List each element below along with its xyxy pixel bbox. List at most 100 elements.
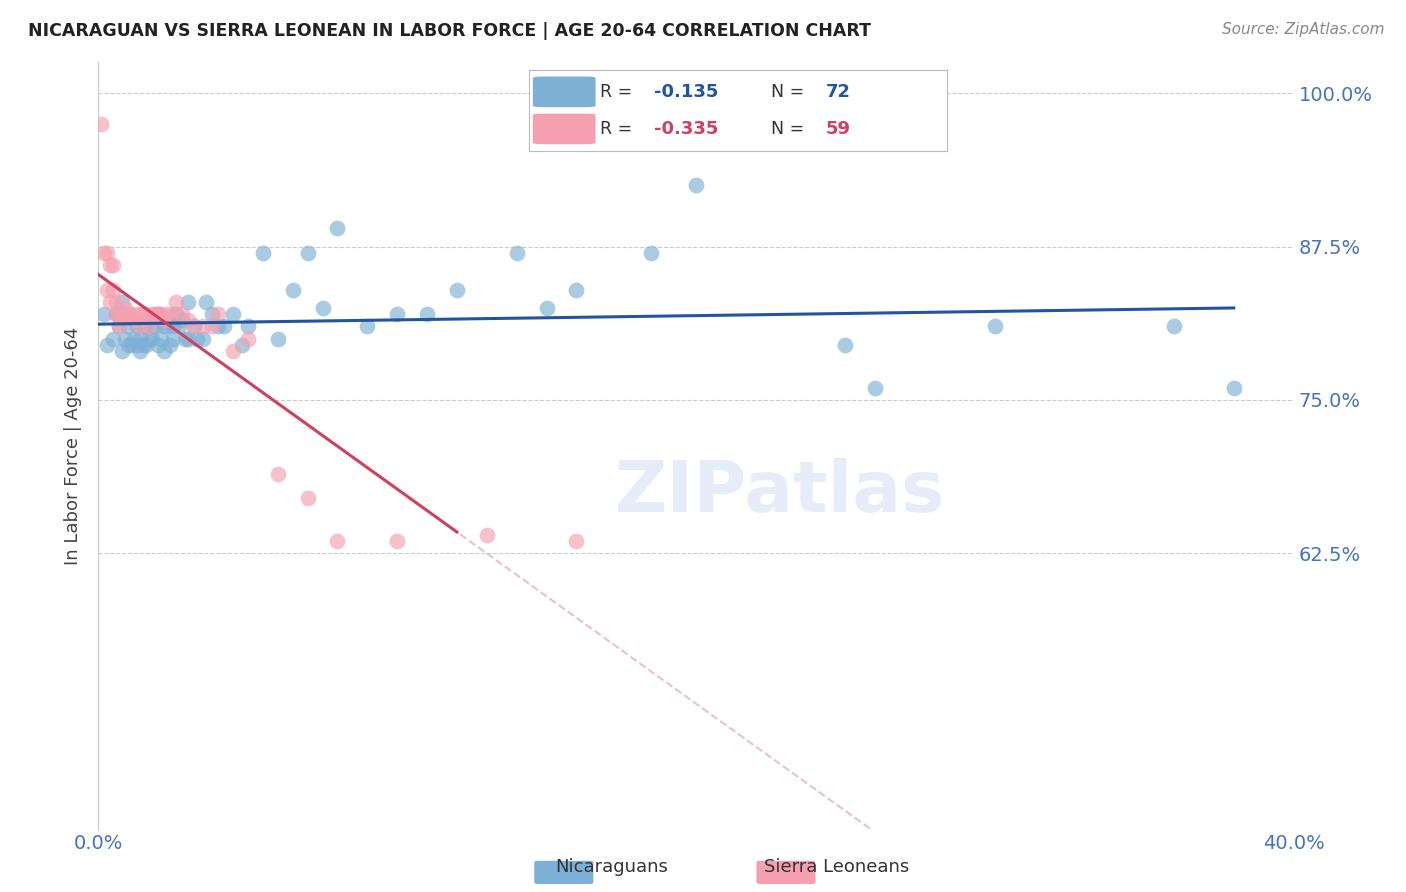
- Point: [165, 307, 187, 321]
- Point: [156, 307, 179, 321]
- Point: [536, 301, 558, 315]
- Point: [201, 319, 224, 334]
- Point: [297, 491, 319, 505]
- Point: [231, 337, 253, 351]
- Point: [191, 319, 214, 334]
- Point: [105, 307, 128, 321]
- Point: [127, 307, 149, 321]
- Point: [201, 307, 224, 321]
- Point: [141, 319, 163, 334]
- Point: [356, 319, 378, 334]
- Point: [195, 294, 218, 309]
- Point: [222, 343, 245, 358]
- Point: [127, 337, 149, 351]
- Point: [186, 332, 208, 346]
- Point: [129, 319, 152, 334]
- Point: [132, 307, 155, 321]
- Point: [167, 319, 190, 334]
- Point: [143, 319, 166, 334]
- Point: [177, 313, 200, 327]
- Point: [177, 332, 200, 346]
- Text: Source: ZipAtlas.com: Source: ZipAtlas.com: [1222, 22, 1385, 37]
- Point: [172, 313, 194, 327]
- Point: [153, 343, 176, 358]
- Point: [132, 319, 155, 334]
- Point: [150, 307, 173, 321]
- Point: [132, 337, 155, 351]
- Point: [150, 332, 173, 346]
- Point: [138, 319, 160, 334]
- Point: [120, 337, 142, 351]
- Point: [93, 245, 115, 260]
- Text: NICARAGUAN VS SIERRA LEONEAN IN LABOR FORCE | AGE 20-64 CORRELATION CHART: NICARAGUAN VS SIERRA LEONEAN IN LABOR FO…: [28, 22, 872, 40]
- Point: [416, 307, 439, 321]
- Point: [297, 245, 319, 260]
- Point: [124, 313, 146, 327]
- Point: [105, 307, 128, 321]
- Point: [565, 283, 588, 297]
- Point: [252, 245, 274, 260]
- Point: [124, 313, 146, 327]
- Point: [124, 332, 146, 346]
- Point: [114, 332, 136, 346]
- Point: [105, 294, 128, 309]
- Point: [236, 319, 259, 334]
- Point: [640, 245, 662, 260]
- Point: [153, 313, 176, 327]
- Point: [267, 332, 290, 346]
- Point: [311, 301, 333, 315]
- Point: [174, 332, 197, 346]
- Text: ZIPatlas: ZIPatlas: [614, 458, 945, 526]
- Point: [162, 332, 184, 346]
- Point: [162, 319, 184, 334]
- Point: [984, 319, 1007, 334]
- Point: [103, 283, 125, 297]
- Text: Sierra Leoneans: Sierra Leoneans: [763, 858, 910, 876]
- Point: [506, 245, 529, 260]
- Point: [96, 283, 118, 297]
- Point: [111, 294, 134, 309]
- Point: [281, 283, 304, 297]
- Point: [475, 528, 498, 542]
- Point: [183, 319, 205, 334]
- Point: [98, 258, 122, 272]
- Point: [114, 301, 136, 315]
- Point: [1223, 381, 1246, 395]
- Point: [326, 534, 349, 549]
- Point: [141, 332, 163, 346]
- Point: [135, 319, 157, 334]
- Point: [143, 307, 166, 321]
- Point: [129, 332, 152, 346]
- Point: [108, 319, 131, 334]
- Text: Nicaraguans: Nicaraguans: [555, 858, 668, 876]
- Point: [159, 337, 181, 351]
- Point: [385, 307, 409, 321]
- Point: [117, 307, 139, 321]
- Point: [1163, 319, 1185, 334]
- Point: [326, 221, 349, 235]
- Point: [685, 178, 707, 193]
- Point: [267, 467, 290, 481]
- Point: [132, 307, 155, 321]
- Point: [108, 307, 131, 321]
- Point: [108, 307, 131, 321]
- Point: [108, 319, 131, 334]
- Point: [127, 319, 149, 334]
- Point: [120, 307, 142, 321]
- Point: [183, 319, 205, 334]
- Point: [565, 534, 588, 549]
- Point: [96, 245, 118, 260]
- Point: [138, 332, 160, 346]
- Point: [207, 319, 229, 334]
- Point: [93, 307, 115, 321]
- Point: [135, 337, 157, 351]
- Point: [90, 117, 112, 131]
- Point: [834, 337, 856, 351]
- Point: [129, 343, 152, 358]
- Point: [865, 381, 887, 395]
- Point: [222, 307, 245, 321]
- Point: [212, 319, 235, 334]
- Point: [117, 337, 139, 351]
- Y-axis label: In Labor Force | Age 20-64: In Labor Force | Age 20-64: [65, 326, 83, 566]
- Point: [135, 307, 157, 321]
